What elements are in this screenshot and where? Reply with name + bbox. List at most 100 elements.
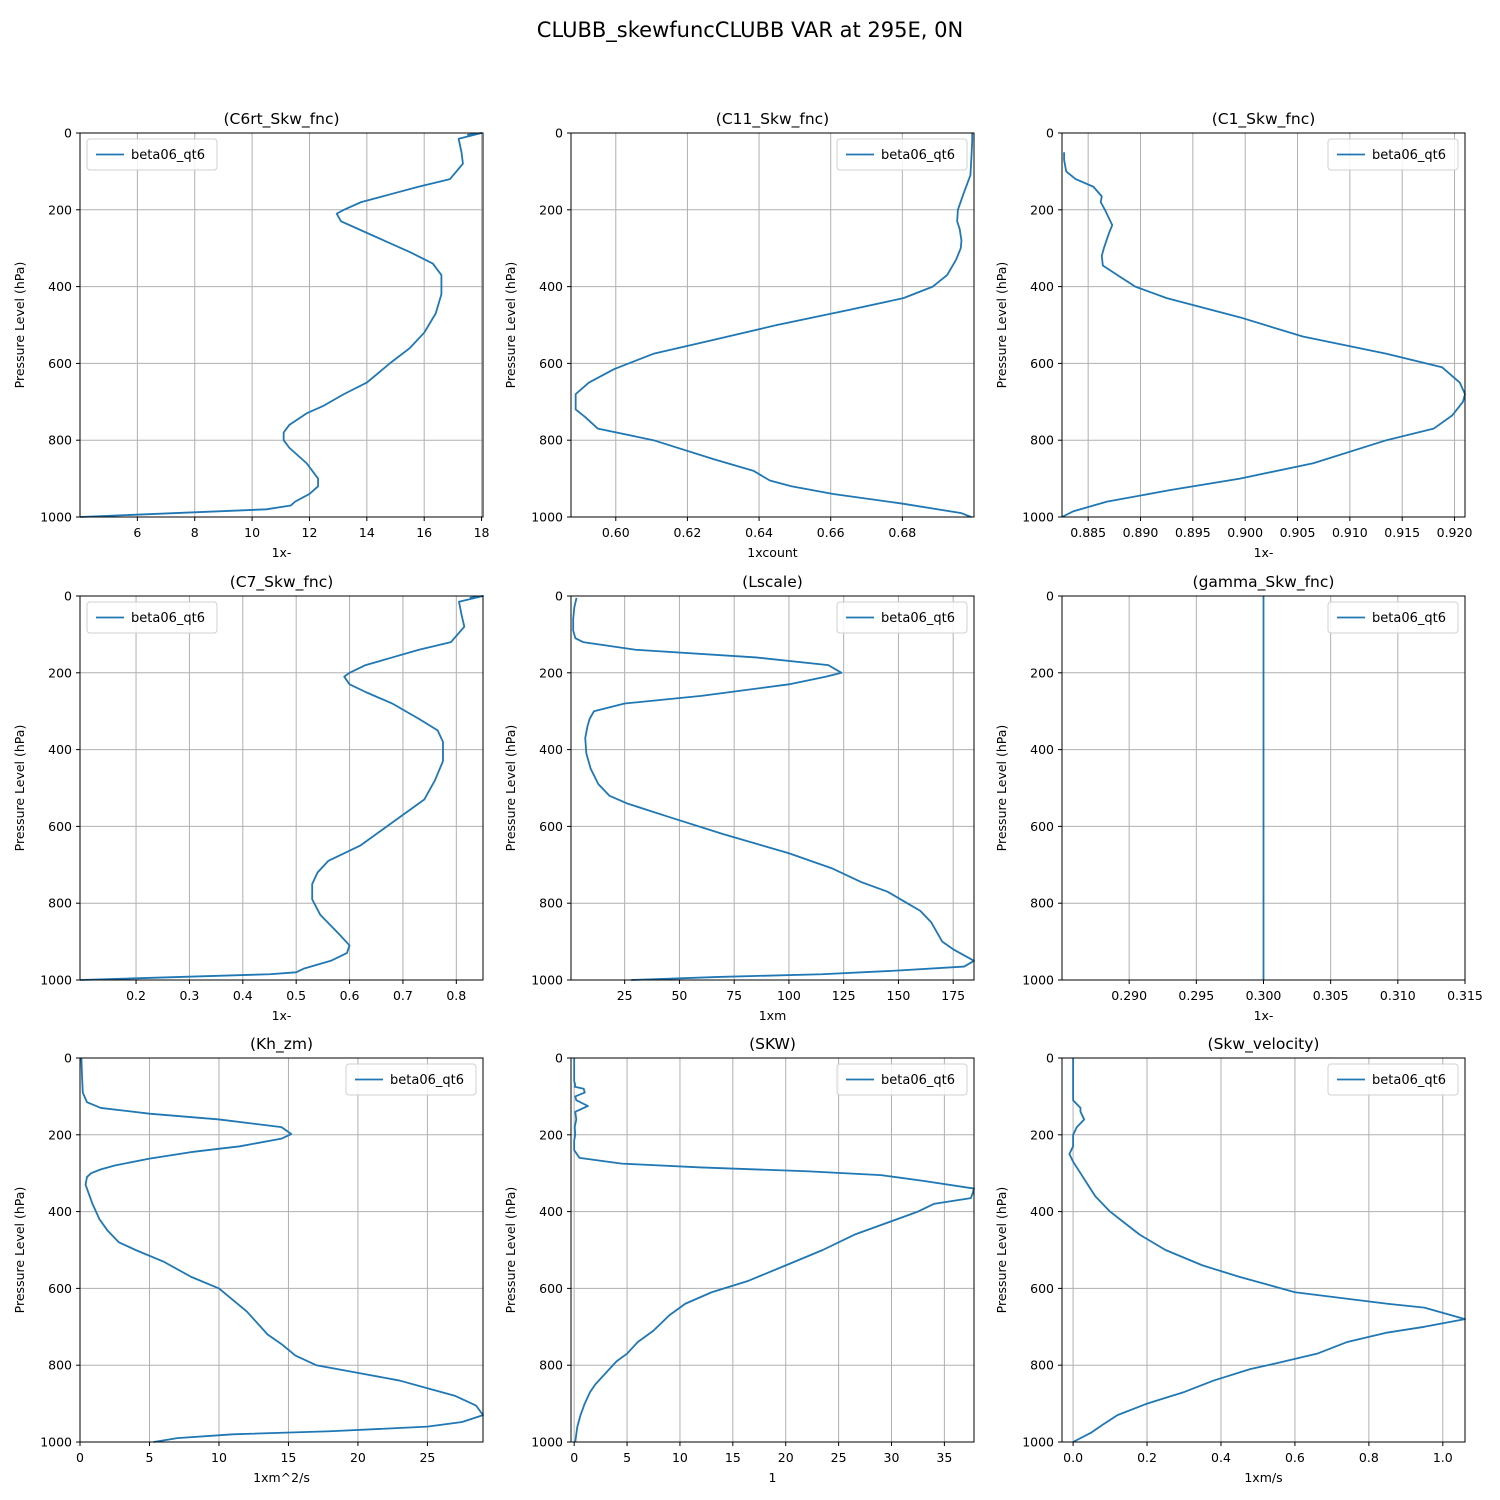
y-tick-label: 200 xyxy=(1030,202,1054,217)
x-tick-label: 30 xyxy=(884,1450,900,1465)
x-tick-label: 75 xyxy=(726,988,742,1003)
x-tick-label: 0.890 xyxy=(1123,525,1159,540)
y-tick-label: 200 xyxy=(539,202,563,217)
legend-label: beta06_qt6 xyxy=(881,611,955,626)
x-tick-label: 10 xyxy=(244,525,260,540)
x-tick-label: 0.60 xyxy=(602,525,630,540)
x-tick-label: 0.6 xyxy=(1285,1450,1305,1465)
x-tick-label: 0.5 xyxy=(286,988,306,1003)
chart-panel-7: 0 5 10 15 20 25 0 200 400 600 800 1000 (Kh_zm) 1xm^2/… xyxy=(12,1035,484,1485)
x-tick-label: 14 xyxy=(359,525,375,540)
legend: beta06_qt6 xyxy=(345,1063,477,1096)
axes-frame xyxy=(79,595,484,981)
y-tick-label: 400 xyxy=(48,1204,72,1219)
legend: beta06_qt6 xyxy=(1327,1063,1459,1096)
chart-title: (SKW) xyxy=(749,1035,796,1053)
chart-panel-5: 25 50 75 100 125 150 175 0 200 400 600 800 1000 (Lsca… xyxy=(503,573,975,1023)
y-tick-label: 200 xyxy=(539,1127,563,1142)
legend: beta06_qt6 xyxy=(86,138,218,171)
chart-panel-3: 0.885 0.890 0.895 0.900 0.905 0.910 0.915 0.920… xyxy=(994,110,1472,560)
x-tick-label: 20 xyxy=(350,1450,366,1465)
legend-label: beta06_qt6 xyxy=(390,1073,464,1088)
legend-label: beta06_qt6 xyxy=(1372,1073,1446,1088)
legend-box xyxy=(1327,1063,1459,1096)
y-tick-label: 0 xyxy=(555,589,563,604)
legend-box xyxy=(1327,601,1459,634)
x-tick-label: 0.310 xyxy=(1380,988,1416,1003)
x-tick-label: 5 xyxy=(623,1450,631,1465)
legend-label: beta06_qt6 xyxy=(1372,611,1446,626)
y-tick-label: 600 xyxy=(1030,819,1054,834)
legend-label: beta06_qt6 xyxy=(1372,148,1446,163)
legend: beta06_qt6 xyxy=(86,601,218,634)
x-tick-label: 0.68 xyxy=(888,525,916,540)
x-tick-label: 12 xyxy=(302,525,318,540)
x-axis-label: 1xcount xyxy=(747,545,797,560)
chart-panel-4: 0.2 0.3 0.4 0.5 0.6 0.7 0.8 0 200 400 600 800 1000 (C… xyxy=(12,573,484,1023)
x-tick-label: 5 xyxy=(146,1450,154,1465)
y-tick-label: 1000 xyxy=(1022,510,1054,525)
x-axis-label: 1 xyxy=(769,1470,777,1485)
legend-box xyxy=(836,601,968,634)
chart-panel-6: 0.290 0.295 0.300 0.305 0.310 0.315 0 200 400 600… xyxy=(994,573,1483,1023)
series-line-beta06_qt6 xyxy=(79,132,483,518)
series-line-beta06_qt6 xyxy=(1068,1058,1466,1443)
legend-box xyxy=(86,138,218,171)
y-tick-label: 600 xyxy=(48,819,72,834)
y-tick-label: 400 xyxy=(539,742,563,757)
x-axis-label: 1xm xyxy=(759,1008,787,1023)
x-tick-label: 0 xyxy=(570,1450,578,1465)
chart-title: (Skw_velocity) xyxy=(1208,1035,1320,1054)
chart-panel-8: 0 5 10 15 20 25 30 35 0 200 400 600 800 1000 (SKW) 1 Pre… xyxy=(503,1035,975,1485)
x-axis-label: 1x- xyxy=(1254,545,1274,560)
series-line-beta06_qt6 xyxy=(572,597,975,981)
x-tick-label: 20 xyxy=(778,1450,794,1465)
x-tick-label: 0.3 xyxy=(179,988,199,1003)
y-tick-label: 200 xyxy=(48,665,72,680)
x-tick-label: 10 xyxy=(211,1450,227,1465)
x-tick-label: 0.900 xyxy=(1227,525,1263,540)
y-axis-label: Pressure Level (hPa) xyxy=(994,1187,1009,1314)
x-tick-label: 0.305 xyxy=(1313,988,1349,1003)
axes-frame xyxy=(79,1057,484,1443)
chart-panel-9: 0.0 0.2 0.4 0.6 0.8 1.0 0 200 400 600 800 1000 (Skw_… xyxy=(994,1035,1466,1485)
x-tick-label: 0.4 xyxy=(1211,1450,1231,1465)
y-tick-label: 200 xyxy=(48,202,72,217)
y-tick-label: 1000 xyxy=(40,510,72,525)
x-tick-label: 0.895 xyxy=(1175,525,1211,540)
y-tick-label: 1000 xyxy=(1022,973,1054,988)
x-tick-label: 35 xyxy=(936,1450,952,1465)
chart-title: (C11_Skw_fnc) xyxy=(716,110,829,129)
y-tick-label: 0 xyxy=(1046,1051,1054,1066)
x-tick-label: 0.64 xyxy=(745,525,773,540)
x-tick-label: 0.4 xyxy=(233,988,253,1003)
y-tick-label: 0 xyxy=(1046,126,1054,141)
y-axis-label: Pressure Level (hPa) xyxy=(12,262,27,389)
chart-title: (gamma_Skw_fnc) xyxy=(1193,573,1335,592)
y-tick-label: 200 xyxy=(1030,665,1054,680)
x-tick-label: 25 xyxy=(617,988,633,1003)
y-axis-label: Pressure Level (hPa) xyxy=(503,1187,518,1314)
x-tick-label: 0.8 xyxy=(1359,1450,1379,1465)
x-tick-label: 10 xyxy=(672,1450,688,1465)
y-tick-label: 600 xyxy=(539,1281,563,1296)
y-tick-label: 400 xyxy=(1030,742,1054,757)
x-tick-label: 0 xyxy=(76,1450,84,1465)
y-tick-label: 600 xyxy=(1030,1281,1054,1296)
y-tick-label: 200 xyxy=(1030,1127,1054,1142)
y-tick-label: 600 xyxy=(539,819,563,834)
legend-box xyxy=(345,1063,477,1096)
x-tick-label: 150 xyxy=(887,988,911,1003)
y-tick-label: 600 xyxy=(48,356,72,371)
chart-panel-2: 0.60 0.62 0.64 0.66 0.68 0 200 400 600 800 1000 (C1… xyxy=(503,110,975,560)
x-tick-label: 0.2 xyxy=(1137,1450,1157,1465)
y-tick-label: 800 xyxy=(539,896,563,911)
legend-box xyxy=(86,601,218,634)
x-tick-label: 8 xyxy=(191,525,199,540)
y-axis-label: Pressure Level (hPa) xyxy=(994,262,1009,389)
y-tick-label: 800 xyxy=(48,433,72,448)
x-tick-label: 0.62 xyxy=(674,525,702,540)
x-tick-label: 18 xyxy=(474,525,490,540)
x-tick-label: 15 xyxy=(280,1450,296,1465)
